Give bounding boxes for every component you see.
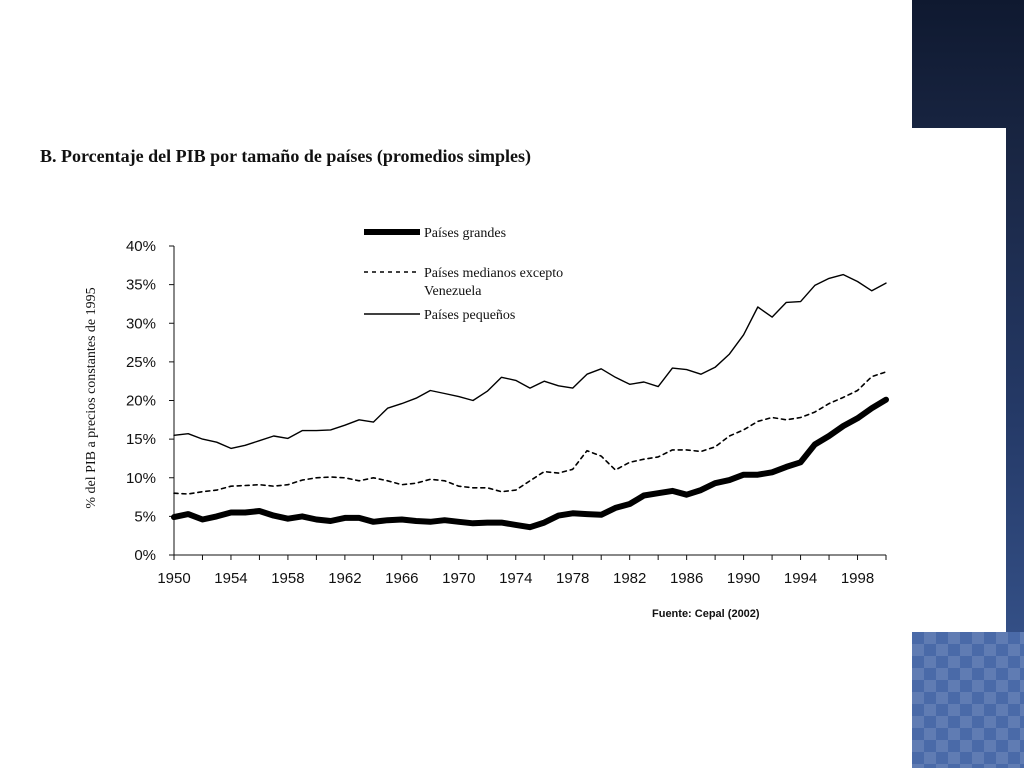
y-axis-ticks: 0% 5% 10% 15% 20% 25% 30% 35% 40% xyxy=(126,238,174,564)
series-line-1 xyxy=(171,396,889,531)
y-tick-label: 5% xyxy=(134,508,156,525)
series-layer xyxy=(171,273,889,531)
y-tick-label: 30% xyxy=(126,315,156,332)
series-line-2 xyxy=(173,371,887,495)
x-tick-label: 1950 xyxy=(157,570,190,587)
y-tick-label: 15% xyxy=(126,431,156,448)
x-axis-ticks: 1950 1954 1958 1962 1966 1970 1974 1978 1982 1986… xyxy=(157,555,887,587)
x-tick-label: 1954 xyxy=(214,570,247,587)
x-tick-label: 1966 xyxy=(385,570,418,587)
series-line-3 xyxy=(173,273,887,450)
x-tick-label: 1986 xyxy=(670,570,703,587)
line-chart: 0%5%10%15%20%25%30%35%40% 1950 1954 1958 19… xyxy=(84,226,889,587)
y-tick-label: 10% xyxy=(126,470,156,487)
x-tick-label: 1974 xyxy=(499,570,532,587)
legend-label-2: Países medianos excepto xyxy=(424,266,563,281)
source-note: Fuente: Cepal (2002) xyxy=(652,608,760,620)
y-tick-label: 0% xyxy=(134,547,156,564)
x-tick-label: 1978 xyxy=(556,570,589,587)
chart-legend: Países grandes Países medianos excepto Ven… xyxy=(364,226,563,323)
y-tick-label: 40% xyxy=(126,238,156,255)
chart-axes xyxy=(173,246,886,556)
y-tick-label: 25% xyxy=(126,354,156,371)
legend-label-2: Venezuela xyxy=(424,284,482,299)
legend-label-1: Países grandes xyxy=(424,226,506,241)
x-tick-label: 1958 xyxy=(271,570,304,587)
legend-label-3: Países pequeños xyxy=(424,308,515,323)
y-axis-title: % del PIB a precios constantes de 1995 xyxy=(84,287,99,508)
content-card xyxy=(0,128,1006,632)
y-tick-label: 35% xyxy=(126,277,156,294)
y-tick-label: 20% xyxy=(126,393,156,410)
x-tick-label: 1970 xyxy=(442,570,475,587)
x-tick-label: 1990 xyxy=(727,570,760,587)
side-decoration-pattern xyxy=(912,632,1024,768)
x-tick-label: 1998 xyxy=(841,570,874,587)
x-tick-label: 1962 xyxy=(328,570,361,587)
x-tick-label: 1982 xyxy=(613,570,646,587)
x-tick-label: 1994 xyxy=(784,570,817,587)
chart-title: B. Porcentaje del PIB por tamaño de país… xyxy=(40,146,531,166)
